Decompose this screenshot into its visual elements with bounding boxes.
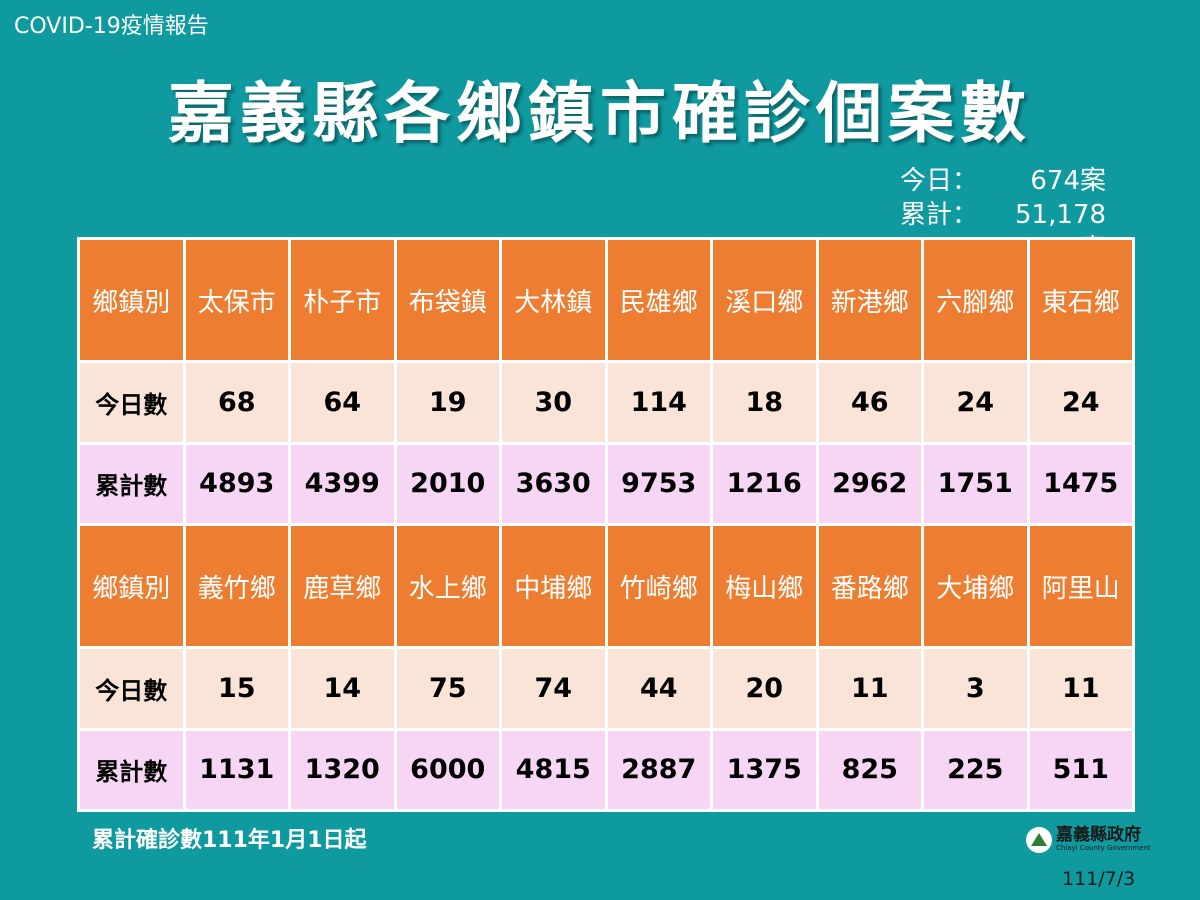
row-header-today: 今日數 xyxy=(77,360,186,445)
gov-name-en: Chiayi County Government xyxy=(1056,844,1151,852)
today-value: 674案 xyxy=(1030,166,1106,196)
town-cell: 阿里山 xyxy=(1026,522,1135,650)
town-cell: 東石鄉 xyxy=(1026,236,1135,364)
today-cell: 15 xyxy=(182,646,291,731)
total-cell: 1131 xyxy=(182,727,291,813)
town-cell: 溪口鄉 xyxy=(710,236,819,364)
today-cell: 68 xyxy=(182,360,291,445)
footnote: 累計確診數111年1月1日起 xyxy=(92,828,367,853)
total-cell: 511 xyxy=(1026,727,1135,813)
today-label: 今日： xyxy=(900,166,979,196)
today-cell: 18 xyxy=(710,360,819,445)
town-cell: 太保市 xyxy=(182,236,291,364)
today-cell: 20 xyxy=(710,646,819,731)
town-row-2: 鄉鎮別 義竹鄉 鹿草鄉 水上鄉 中埔鄉 竹崎鄉 梅山鄉 番路鄉 大埔鄉 阿里山 xyxy=(77,522,1135,650)
today-cell: 75 xyxy=(393,646,502,731)
town-cell: 六腳鄉 xyxy=(921,236,1030,364)
town-cell: 民雄鄉 xyxy=(604,236,713,364)
today-cell: 24 xyxy=(921,360,1030,445)
today-cell: 11 xyxy=(815,646,924,731)
today-cell: 11 xyxy=(1026,646,1135,731)
town-cell: 新港鄉 xyxy=(815,236,924,364)
town-cell: 竹崎鄉 xyxy=(604,522,713,650)
today-cell: 114 xyxy=(604,360,713,445)
today-cell: 30 xyxy=(499,360,608,445)
total-cell: 2010 xyxy=(393,441,502,526)
today-row-1: 今日數 68 64 19 30 114 18 46 24 24 xyxy=(77,360,1135,445)
row-header-town: 鄉鎮別 xyxy=(77,236,186,364)
total-cell: 3630 xyxy=(499,441,608,526)
total-label: 累計： xyxy=(900,200,979,230)
report-date: 111/7/3 xyxy=(1062,868,1136,890)
today-cell: 24 xyxy=(1026,360,1135,445)
total-cell: 1216 xyxy=(710,441,819,526)
mountain-logo-icon xyxy=(1026,826,1052,853)
report-tag: COVID-19疫情報告 xyxy=(14,14,209,39)
today-cell: 64 xyxy=(288,360,397,445)
row-header-today: 今日數 xyxy=(77,646,186,731)
page-title: 嘉義縣各鄉鎮市確診個案數 xyxy=(168,75,1032,152)
total-cell: 1475 xyxy=(1026,441,1135,526)
today-cell: 46 xyxy=(815,360,924,445)
town-cell: 水上鄉 xyxy=(393,522,502,650)
total-cell: 225 xyxy=(921,727,1030,813)
today-cell: 19 xyxy=(393,360,502,445)
case-table: 鄉鎮別 太保市 朴子市 布袋鎮 大林鎮 民雄鄉 溪口鄉 新港鄉 六腳鄉 東石鄉 … xyxy=(77,236,1135,813)
town-cell: 大埔鄉 xyxy=(921,522,1030,650)
today-row-2: 今日數 15 14 75 74 44 20 11 3 11 xyxy=(77,646,1135,731)
town-cell: 番路鄉 xyxy=(815,522,924,650)
today-cell: 44 xyxy=(604,646,713,731)
total-cell: 2962 xyxy=(815,441,924,526)
total-cell: 1320 xyxy=(288,727,397,813)
today-cell: 74 xyxy=(499,646,608,731)
town-cell: 布袋鎮 xyxy=(393,236,502,364)
row-header-total: 累計數 xyxy=(77,727,186,813)
town-cell: 義竹鄉 xyxy=(182,522,291,650)
total-cell: 2887 xyxy=(604,727,713,813)
town-cell: 中埔鄉 xyxy=(499,522,608,650)
today-cell: 3 xyxy=(921,646,1030,731)
gov-name: 嘉義縣政府 xyxy=(1056,825,1141,845)
town-cell: 大林鎮 xyxy=(499,236,608,364)
total-cell: 1751 xyxy=(921,441,1030,526)
total-cell: 4815 xyxy=(499,727,608,813)
town-cell: 鹿草鄉 xyxy=(288,522,397,650)
row-header-total: 累計數 xyxy=(77,441,186,526)
total-cell: 825 xyxy=(815,727,924,813)
total-cell: 6000 xyxy=(393,727,502,813)
town-cell: 朴子市 xyxy=(288,236,397,364)
total-row-1: 累計數 4893 4399 2010 3630 9753 1216 2962 1… xyxy=(77,441,1135,526)
total-row-2: 累計數 1131 1320 6000 4815 2887 1375 825 22… xyxy=(77,727,1135,813)
town-cell: 梅山鄉 xyxy=(710,522,819,650)
total-cell: 4893 xyxy=(182,441,291,526)
total-cell: 9753 xyxy=(604,441,713,526)
total-cell: 4399 xyxy=(288,441,397,526)
today-cell: 14 xyxy=(288,646,397,731)
row-header-town: 鄉鎮別 xyxy=(77,522,186,650)
total-cell: 1375 xyxy=(710,727,819,813)
town-row-1: 鄉鎮別 太保市 朴子市 布袋鎮 大林鎮 民雄鄉 溪口鄉 新港鄉 六腳鄉 東石鄉 xyxy=(77,236,1135,364)
gov-brand: 嘉義縣政府 Chiayi County Government xyxy=(1026,826,1151,853)
town-case-table: 鄉鎮別 太保市 朴子市 布袋鎮 大林鎮 民雄鄉 溪口鄉 新港鄉 六腳鄉 東石鄉 … xyxy=(77,236,1135,813)
